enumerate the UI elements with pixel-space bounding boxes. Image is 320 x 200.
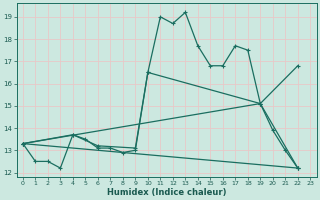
X-axis label: Humidex (Indice chaleur): Humidex (Indice chaleur) bbox=[107, 188, 226, 197]
